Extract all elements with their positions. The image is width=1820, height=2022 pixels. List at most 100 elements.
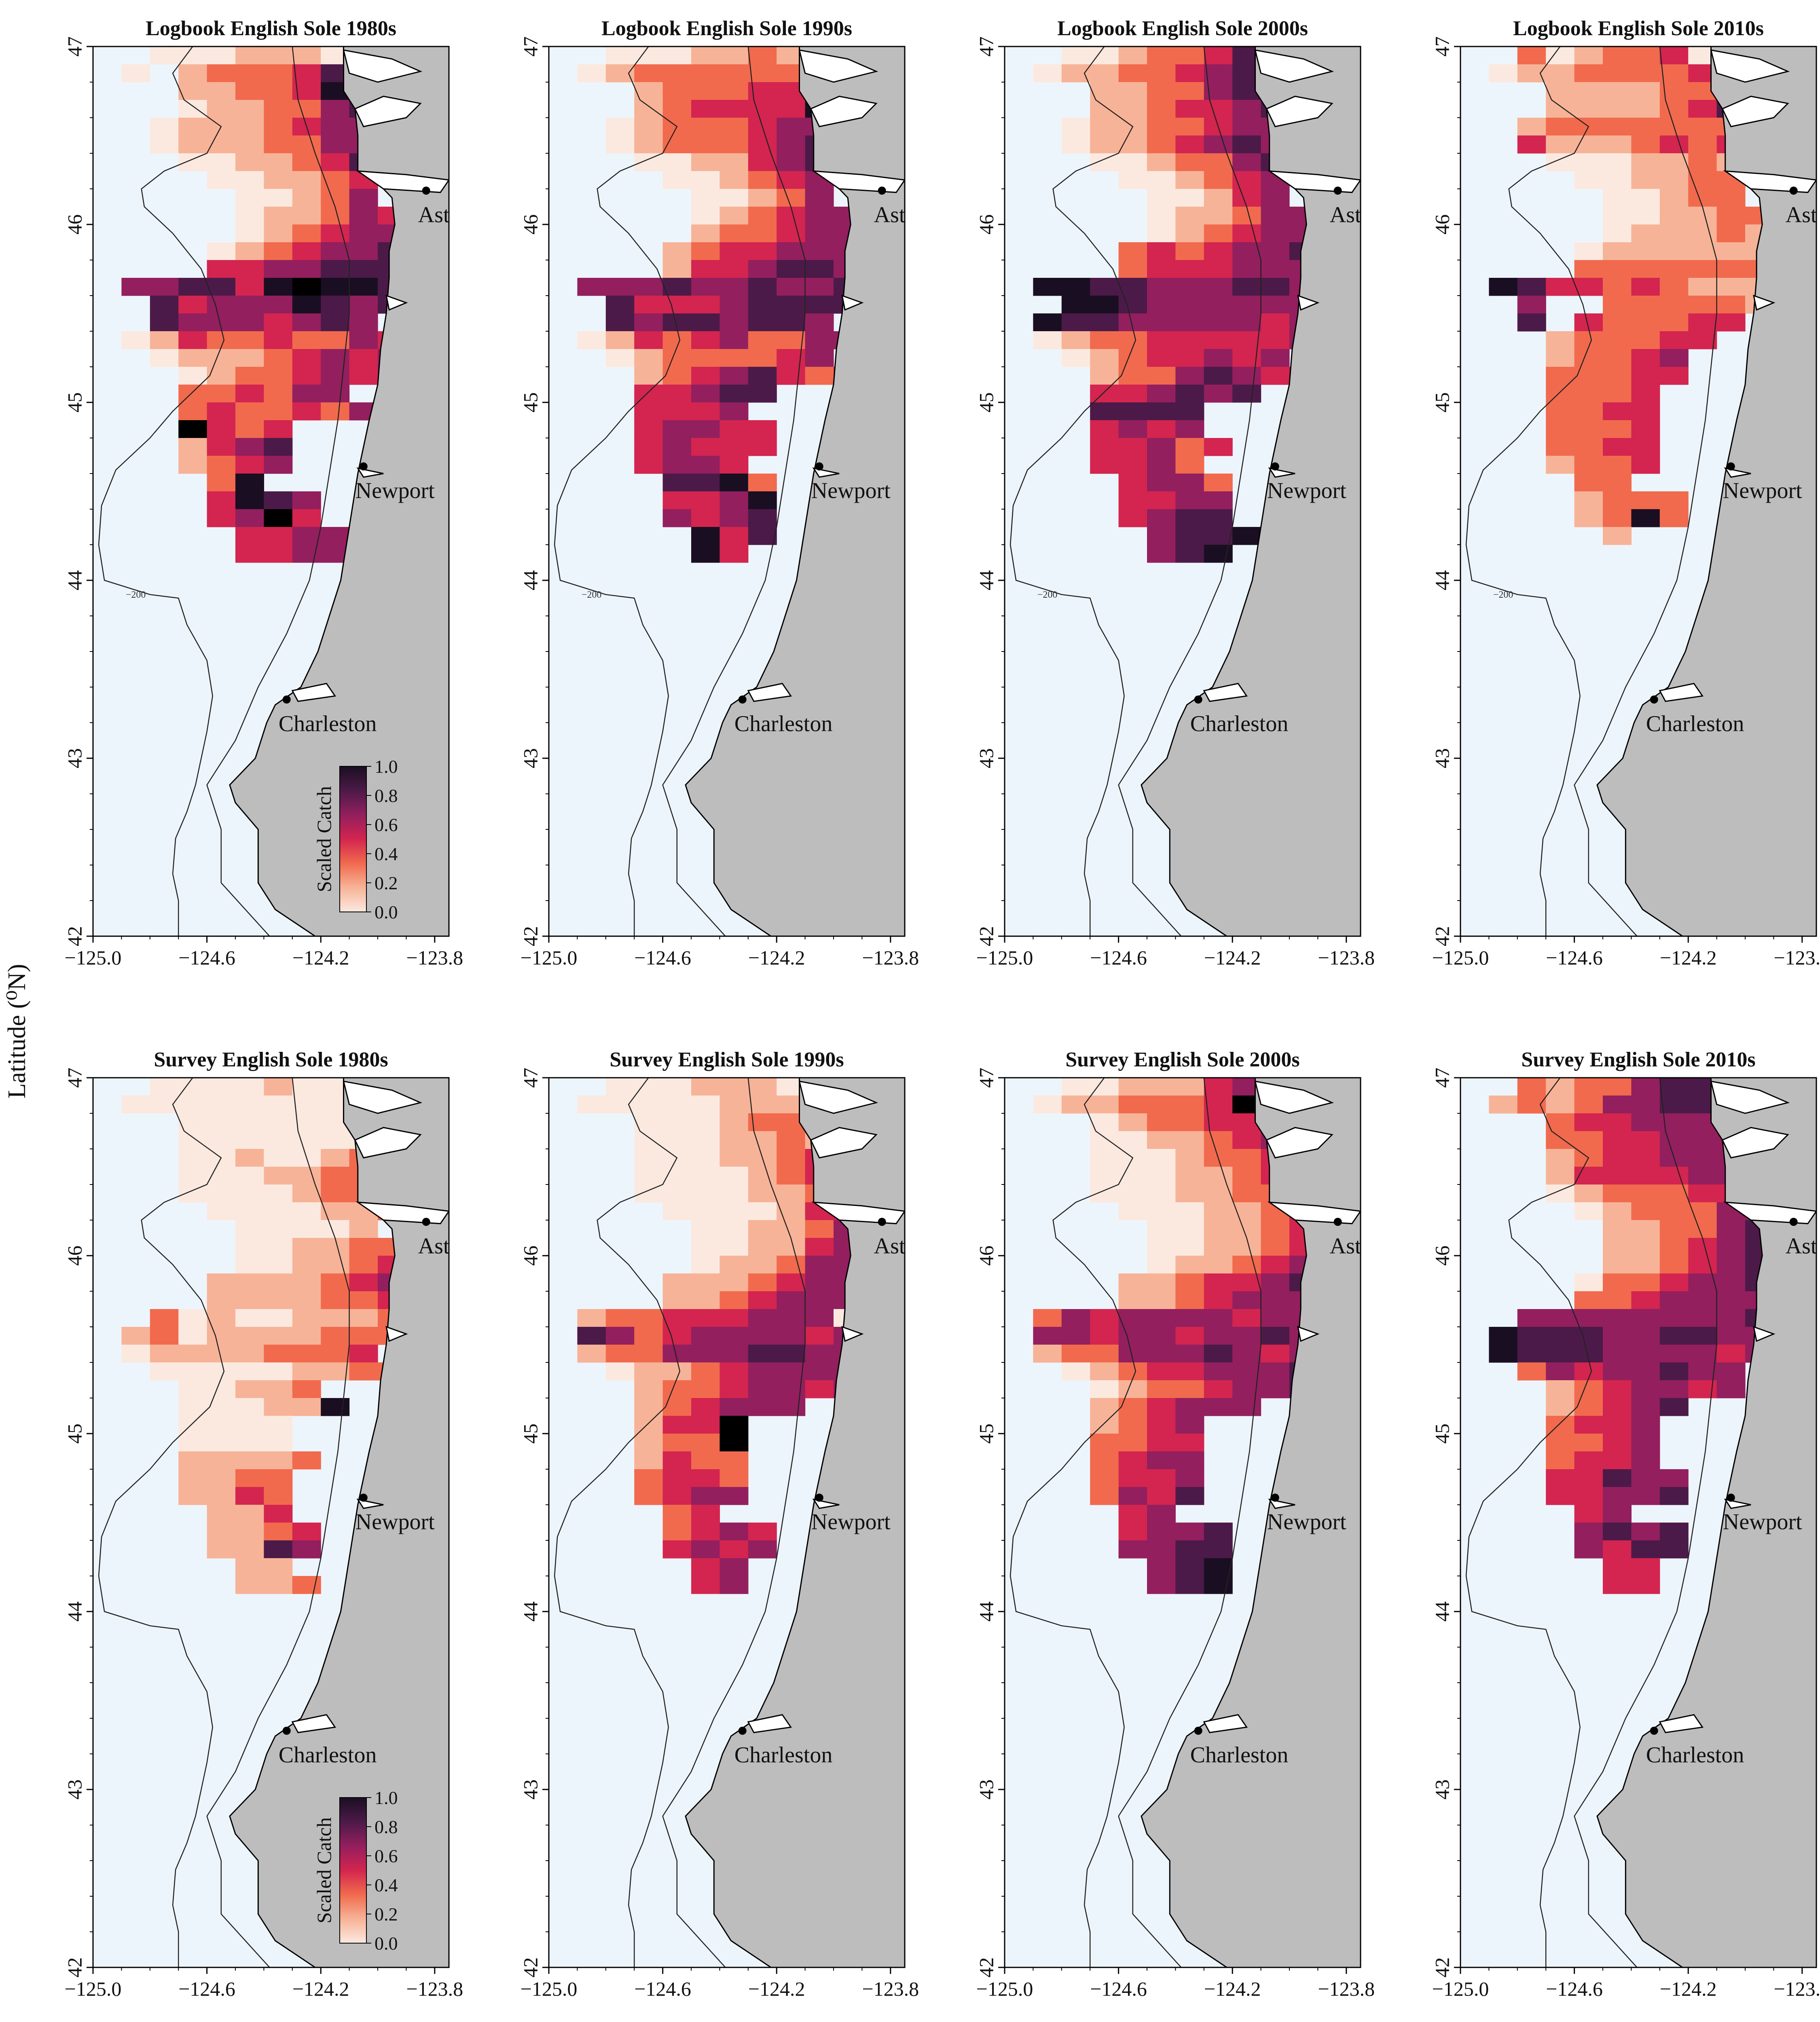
estuary	[812, 467, 840, 478]
grid-cell	[1546, 385, 1575, 403]
grid-cell	[1147, 1505, 1176, 1523]
grid-cell	[805, 1309, 834, 1327]
grid-cell	[1631, 1380, 1660, 1398]
grid-cell	[1261, 224, 1290, 243]
grid-cell	[691, 474, 720, 492]
grid-cell	[292, 1362, 321, 1381]
grid-cell	[1147, 1469, 1176, 1487]
grid-cell	[1204, 509, 1233, 527]
grid-cell	[1659, 135, 1689, 154]
grid-cell	[150, 118, 179, 136]
grid-cell	[1232, 153, 1261, 171]
grid-cell	[691, 509, 720, 527]
grid-cell	[1659, 1380, 1689, 1398]
grid-cell	[1090, 1078, 1119, 1096]
grid-cell	[121, 64, 150, 82]
isobath-200	[98, 47, 225, 936]
grid-cell	[691, 1291, 720, 1309]
grid-cell	[777, 1273, 806, 1292]
grid-cell	[264, 296, 293, 314]
grid-cell	[1603, 456, 1632, 474]
grid-cell	[720, 1345, 749, 1363]
grid-cell	[605, 135, 635, 154]
grid-cell	[349, 1220, 378, 1238]
grid-cell	[178, 296, 207, 314]
grid-cell	[1716, 296, 1746, 314]
grid-cell	[777, 1256, 806, 1274]
grid-cell	[748, 135, 777, 154]
grid-cell	[235, 1505, 264, 1523]
grid-cell	[662, 1078, 692, 1096]
grid-cell	[1147, 1078, 1176, 1096]
grid-cell	[1659, 153, 1689, 171]
grid-cell	[1147, 224, 1176, 243]
grid-cell	[1517, 1345, 1546, 1363]
grid-cell	[1631, 224, 1660, 243]
grid-cell	[150, 313, 179, 332]
grid-cell	[1090, 385, 1119, 403]
grid-cell	[1204, 242, 1233, 260]
grid-cell	[1175, 1416, 1204, 1434]
grid-cell	[691, 153, 720, 171]
grid-cell	[720, 1451, 749, 1470]
grid-cell	[1659, 491, 1689, 510]
grid-cell	[662, 1113, 692, 1132]
grid-cell	[1204, 1167, 1233, 1185]
grid-cell	[691, 1327, 720, 1345]
grid-cell	[178, 1096, 207, 1114]
grid-cell	[720, 1256, 749, 1274]
city-label-astoria: Astoria	[418, 202, 485, 227]
grid-cell	[662, 1309, 692, 1327]
grid-cell	[691, 1487, 720, 1505]
grid-cell	[720, 420, 749, 438]
grid-cell	[805, 278, 834, 296]
grid-cell	[1175, 1523, 1204, 1541]
grid-cell	[662, 509, 692, 527]
grid-cell	[1688, 1167, 1717, 1185]
grid-cell	[777, 1291, 806, 1309]
city-label-charleston: Charleston	[1190, 1743, 1289, 1768]
grid-cell	[1603, 313, 1632, 332]
grid-cell	[748, 1220, 777, 1238]
grid-cell	[1574, 1113, 1603, 1132]
grid-cell	[1175, 474, 1204, 492]
grid-cell	[1631, 1113, 1660, 1132]
grid-cell	[1118, 1078, 1147, 1096]
grid-cell	[1574, 509, 1603, 527]
grid-cell	[1118, 1202, 1147, 1220]
grid-cell	[1147, 1451, 1176, 1470]
colorbar-tick-label: 1.0	[375, 756, 398, 777]
grid-cell	[264, 1416, 293, 1434]
grid-cell	[691, 456, 720, 474]
grid-cell	[748, 1309, 777, 1327]
grid-cell	[1631, 1096, 1660, 1114]
x-tick-label: −124.6	[1546, 946, 1603, 969]
grid-cell	[349, 242, 378, 260]
grid-cell	[691, 1202, 720, 1220]
grid-cell	[1603, 278, 1632, 296]
grid-cell	[1574, 491, 1603, 510]
grid-cell	[1090, 1380, 1119, 1398]
grid-cell	[1232, 1149, 1261, 1167]
panel-frame	[92, 46, 450, 937]
grid-cell	[178, 1451, 207, 1470]
grid-cell	[662, 367, 692, 385]
grid-cell	[691, 207, 720, 225]
grid-cell	[691, 1345, 720, 1363]
grid-cell	[1061, 135, 1090, 154]
grid-cell	[235, 242, 264, 260]
grid-cell	[1118, 1327, 1147, 1345]
grid-cell	[1574, 1131, 1603, 1149]
grid-cell	[720, 100, 749, 118]
grid-cell	[1118, 491, 1147, 510]
grid-cell	[634, 1487, 663, 1505]
grid-cell	[1603, 1131, 1632, 1149]
grid-cell	[1603, 1434, 1632, 1452]
grid-cell	[662, 1291, 692, 1309]
grid-cell	[1232, 1184, 1261, 1203]
grid-cell	[691, 1113, 720, 1132]
grid-cell	[264, 171, 293, 189]
grid-cell	[1546, 1309, 1575, 1327]
grid-cell	[1033, 278, 1062, 296]
map-panel-5: Astoria Newport Charleston Survey English S…	[63, 1048, 463, 2000]
